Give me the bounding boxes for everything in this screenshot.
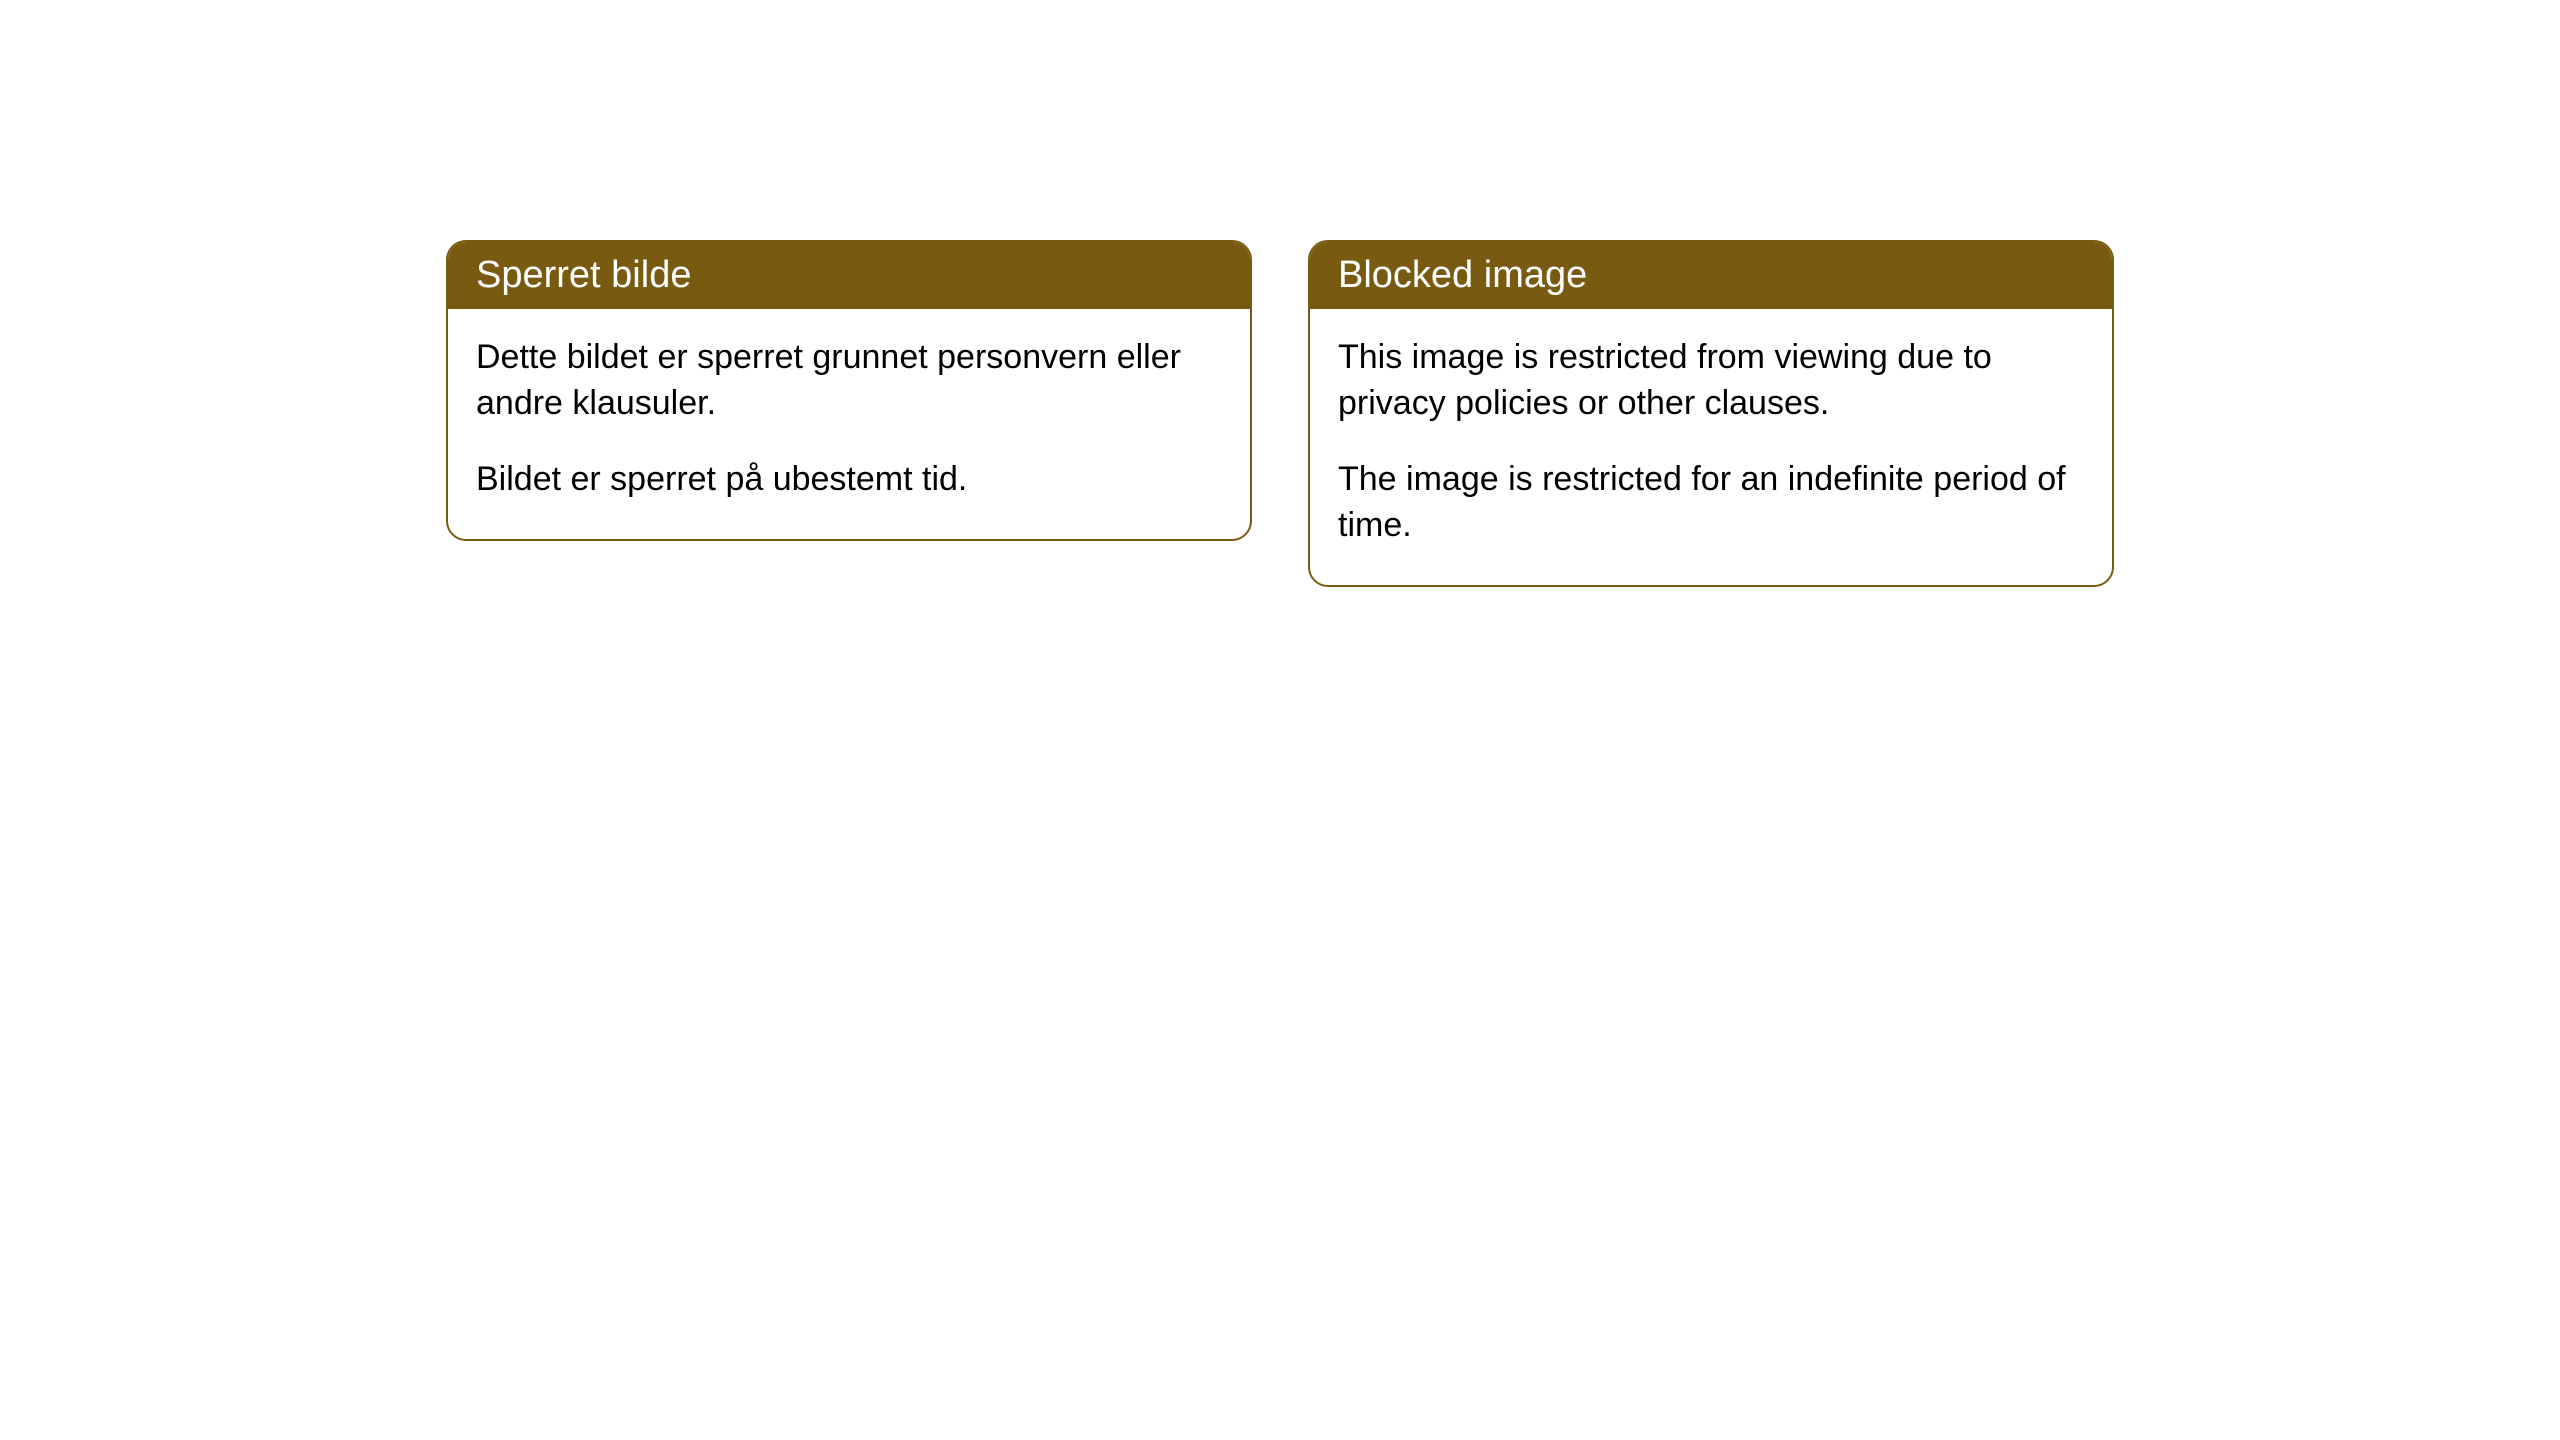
card-paragraph-2: The image is restricted for an indefinit…: [1338, 457, 2084, 549]
card-paragraph-2: Bildet er sperret på ubestemt tid.: [476, 457, 1222, 503]
card-title: Sperret bilde: [476, 254, 691, 296]
card-title: Blocked image: [1338, 254, 1587, 296]
blocked-image-card-english: Blocked image This image is restricted f…: [1308, 240, 2114, 587]
blocked-image-card-norwegian: Sperret bilde Dette bildet er sperret gr…: [446, 240, 1252, 541]
card-paragraph-1: Dette bildet er sperret grunnet personve…: [476, 335, 1222, 427]
card-body-english: This image is restricted from viewing du…: [1310, 309, 2112, 585]
card-header-norwegian: Sperret bilde: [448, 242, 1250, 309]
card-header-english: Blocked image: [1310, 242, 2112, 309]
cards-container: Sperret bilde Dette bildet er sperret gr…: [446, 240, 2114, 1440]
card-paragraph-1: This image is restricted from viewing du…: [1338, 335, 2084, 427]
card-body-norwegian: Dette bildet er sperret grunnet personve…: [448, 309, 1250, 539]
